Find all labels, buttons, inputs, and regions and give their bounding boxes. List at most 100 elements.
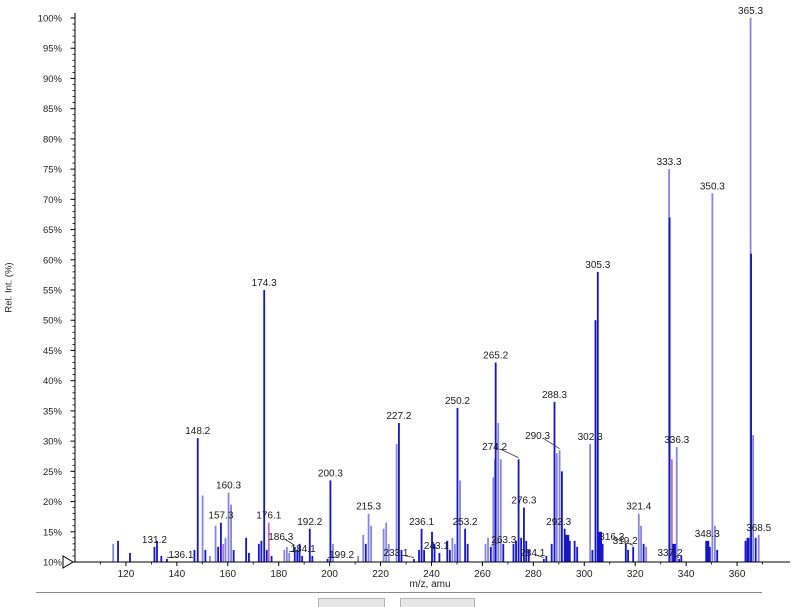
y-axis-tick-label: 70% — [43, 195, 63, 206]
spectrum-bar — [260, 540, 263, 562]
spectrum-bar — [523, 507, 525, 562]
spectrum-bar — [598, 531, 603, 562]
spectrum-bar — [357, 555, 360, 562]
spectrum-bar — [752, 435, 755, 562]
spectrum-bar — [296, 549, 299, 562]
peak-label: 288.3 — [542, 390, 567, 401]
peak-label: 365.3 — [738, 6, 763, 17]
spectrum-bar — [332, 543, 334, 562]
spectrum-bar — [263, 290, 266, 562]
peak-label: 186.3 — [268, 532, 293, 543]
spectrum-bar — [129, 552, 131, 562]
peak-label: 174.3 — [252, 278, 277, 289]
x-axis-tick-label: 360 — [729, 569, 746, 580]
spectrum-bar — [624, 543, 627, 562]
peak-label: 292.3 — [546, 517, 571, 528]
spectrum-bar — [573, 540, 576, 562]
spectrum-bar — [489, 546, 492, 562]
x-axis-tick-label: 260 — [474, 569, 491, 580]
spectrum-bar — [438, 552, 441, 562]
peak-label: 350.3 — [700, 181, 725, 192]
peak-label: 199.2 — [329, 550, 354, 561]
peak-label: 336.3 — [664, 435, 689, 446]
peak-label: 305.3 — [585, 260, 610, 271]
y-axis-title: Rel. Int. (%) — [3, 262, 15, 313]
spectrum-bar — [364, 543, 367, 562]
peak-label: 200.3 — [318, 468, 343, 479]
spectrum-bar — [499, 459, 502, 562]
spectrum-bar — [565, 534, 570, 562]
spectrum-bar — [487, 537, 489, 562]
y-axis-tick-label: 55% — [43, 286, 63, 297]
spectrum-bar — [204, 549, 207, 562]
spectrum-bar — [466, 543, 469, 562]
x-axis-tick-label: 320 — [627, 569, 644, 580]
peak-label: 157.3 — [208, 511, 233, 522]
peak-label: 333.3 — [657, 157, 682, 168]
peak-label-leader — [327, 556, 339, 558]
spectrum-bar — [542, 558, 545, 562]
spectrum-bar — [708, 546, 711, 562]
peak-label: 263.3 — [491, 535, 516, 546]
footer-separator — [36, 592, 762, 593]
peak-label: 131.2 — [142, 535, 167, 546]
spectrum-bar — [515, 540, 517, 562]
spectrum-bar — [494, 362, 497, 562]
spectrum-bar — [387, 543, 390, 562]
spectrum-bar — [382, 528, 385, 562]
spectrum-bar — [283, 549, 286, 562]
spectrum-bar — [525, 540, 528, 562]
peak-label: 348.3 — [695, 529, 720, 540]
spectrum-bar — [398, 422, 400, 562]
spectrum-bar — [209, 555, 211, 562]
spectrum-bar — [754, 537, 757, 562]
spectrum-bar — [308, 528, 311, 562]
peak-label: 321.4 — [626, 502, 651, 513]
peak-label: 227.2 — [386, 411, 411, 422]
spectrum-bar — [637, 513, 640, 562]
y-axis-tick-label: 20% — [43, 497, 63, 508]
spectrum-bar — [645, 546, 648, 562]
spectrum-bar — [527, 549, 530, 562]
footer-button-2[interactable] — [400, 598, 475, 607]
peak-label-leader — [672, 554, 680, 558]
axis-origin-marker-icon — [62, 555, 74, 569]
spectrum-bar — [451, 537, 454, 562]
spectrum-bar — [160, 555, 163, 562]
peak-label: 290.3 — [525, 431, 550, 442]
spectrum-bar — [420, 528, 423, 562]
footer-button-1[interactable] — [318, 598, 385, 607]
x-axis-tick-label: 120 — [118, 569, 135, 580]
spectrum-bar — [385, 522, 388, 562]
spectrum-bar — [576, 546, 579, 562]
spectrum-bar — [224, 537, 227, 562]
spectrum-bar — [245, 537, 248, 562]
spectrum-bar — [601, 543, 604, 562]
spectrum-bar — [196, 438, 199, 562]
spectrum-bar — [750, 253, 752, 562]
y-axis-tick-label: 50% — [43, 316, 63, 327]
y-axis-tick-label: 45% — [43, 346, 63, 357]
spectrum-bar — [232, 549, 235, 562]
spectrum-bar — [497, 422, 500, 562]
y-axis-tick-label: 90% — [43, 74, 63, 85]
peak-label-leader — [535, 554, 544, 558]
spectrum-bar — [642, 543, 645, 562]
spectrum-bar — [367, 513, 370, 562]
spectrum-bar — [222, 543, 225, 562]
spectrum-bar — [370, 525, 373, 562]
peak-label: 215.3 — [356, 502, 381, 513]
spectrum-bar — [156, 540, 158, 562]
peak-label: 148.2 — [185, 426, 210, 437]
spectrum-bar — [326, 558, 329, 562]
spectrum-bar — [456, 407, 459, 562]
y-axis-tick-label: 65% — [43, 225, 63, 236]
spectrum-bar — [400, 549, 403, 562]
peak-label: 184.1 — [291, 544, 316, 555]
spectrum-bar — [446, 540, 449, 562]
spectrum-bar — [418, 549, 420, 562]
spectrum-bar — [112, 543, 115, 562]
spectrum-bar — [520, 537, 523, 562]
spectrum-bar — [627, 549, 629, 562]
